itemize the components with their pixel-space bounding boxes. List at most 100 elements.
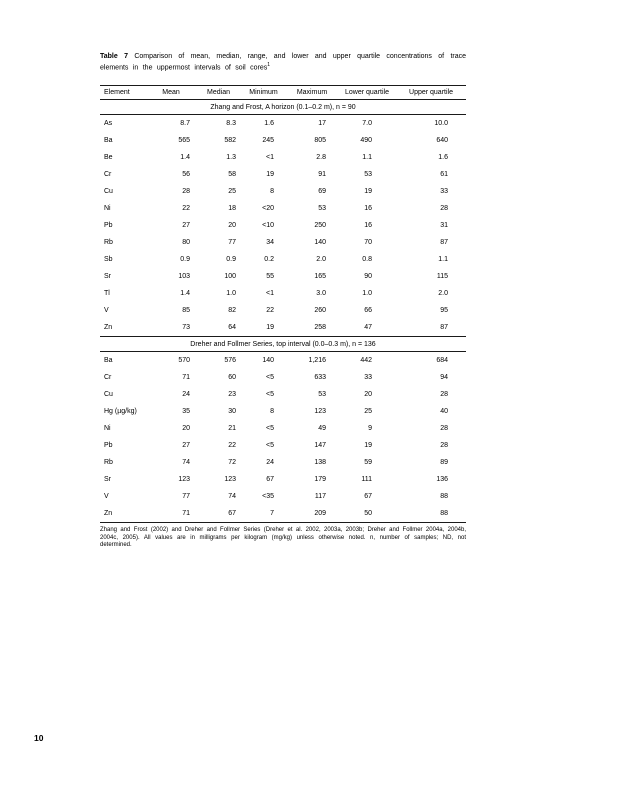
element-cell: Ni — [104, 205, 111, 213]
value-cell: 72 — [228, 459, 236, 467]
value-cell: 70 — [364, 239, 372, 247]
value-cell: 80 — [182, 239, 190, 247]
value-cell: 28 — [440, 425, 448, 433]
element-cell: Ba — [104, 357, 113, 365]
value-cell: 28 — [440, 391, 448, 399]
col-header-upper-quartile: Upper quartile — [396, 85, 466, 101]
value-cell: 17 — [318, 120, 326, 128]
value-cell: 74 — [182, 459, 190, 467]
value-cell: 56 — [182, 171, 190, 179]
value-cell: 95 — [440, 307, 448, 315]
value-cell: 61 — [440, 171, 448, 179]
table-row: Hg (µg/kg) 35 30 8 123 25 40 — [100, 403, 466, 420]
value-cell: 576 — [224, 357, 236, 365]
element-cell: Rb — [104, 459, 113, 467]
value-cell: 77 — [228, 239, 236, 247]
value-cell: 22 — [266, 307, 274, 315]
value-cell: 165 — [314, 273, 326, 281]
value-cell: 82 — [228, 307, 236, 315]
value-cell: 67 — [266, 476, 274, 484]
table-row: Cr 56 58 19 91 53 61 — [100, 166, 466, 183]
value-cell: 31 — [440, 222, 448, 230]
table-caption: Table 7 Comparison of mean, median, rang… — [100, 52, 466, 72]
value-cell: 10.0 — [434, 120, 448, 128]
table-row: Sr 123 123 67 179 111 136 — [100, 471, 466, 488]
table-row: Rb 80 77 34 140 70 87 — [100, 234, 466, 251]
col-header-lower-quartile: Lower quartile — [338, 85, 396, 101]
table-row: V 77 74 <35 117 67 88 — [100, 488, 466, 505]
value-cell: 20 — [182, 425, 190, 433]
element-cell: Zn — [104, 324, 113, 332]
table-row: Ni 20 21 <5 49 9 28 — [100, 420, 466, 437]
value-cell: 123 — [314, 408, 326, 416]
value-cell: 47 — [364, 324, 372, 332]
value-cell: 25 — [228, 188, 236, 196]
value-cell: 140 — [314, 239, 326, 247]
value-cell: 67 — [228, 510, 236, 518]
value-cell: 2.8 — [316, 154, 326, 162]
element-cell: Cu — [104, 188, 113, 196]
value-cell: 684 — [436, 357, 448, 365]
col-header-minimum: Minimum — [241, 85, 286, 101]
table-row: Tl 1.4 1.0 <1 3.0 1.0 2.0 — [100, 285, 466, 302]
value-cell: 582 — [224, 137, 236, 145]
value-cell: 40 — [440, 408, 448, 416]
value-cell: 1.1 — [438, 256, 448, 264]
element-cell: Zn — [104, 510, 113, 518]
value-cell: 8.3 — [226, 120, 236, 128]
value-cell: 490 — [360, 137, 372, 145]
value-cell: 33 — [440, 188, 448, 196]
table-row: V 85 82 22 260 66 95 — [100, 302, 466, 319]
value-cell: 87 — [440, 324, 448, 332]
value-cell: 633 — [314, 374, 326, 382]
value-cell: 53 — [364, 171, 372, 179]
value-cell: 250 — [314, 222, 326, 230]
table-row: Cu 24 23 <5 53 20 28 — [100, 386, 466, 403]
table-caption-text: Comparison of mean, median, range, and l… — [100, 53, 466, 72]
value-cell: 442 — [360, 357, 372, 365]
value-cell: 19 — [364, 188, 372, 196]
value-cell: 7 — [270, 510, 274, 518]
value-cell: 16 — [364, 222, 372, 230]
value-cell: 88 — [440, 510, 448, 518]
element-cell: Be — [104, 154, 113, 162]
value-cell: 18 — [228, 205, 236, 213]
element-cell: Sb — [104, 256, 113, 264]
value-cell: 245 — [262, 137, 274, 145]
value-cell: 73 — [182, 324, 190, 332]
value-cell: <5 — [266, 391, 274, 399]
section-title: Zhang and Frost, A horizon (0.1–0.2 m), … — [100, 99, 466, 116]
value-cell: 53 — [318, 205, 326, 213]
value-cell: 28 — [440, 442, 448, 450]
table-row: Zn 71 67 7 209 50 88 — [100, 505, 466, 523]
value-cell: 8.7 — [180, 120, 190, 128]
value-cell: 1.4 — [180, 290, 190, 298]
element-cell: Cr — [104, 374, 112, 382]
table-row: As 8.7 8.3 1.6 17 7.0 10.0 — [100, 115, 466, 133]
value-cell: 100 — [224, 273, 236, 281]
value-cell: 1.6 — [264, 120, 274, 128]
table-caption-label: Table 7 — [100, 53, 128, 60]
value-cell: 24 — [182, 391, 190, 399]
value-cell: 89 — [440, 459, 448, 467]
value-cell: 19 — [266, 171, 274, 179]
value-cell: 21 — [228, 425, 236, 433]
element-cell: Cu — [104, 391, 113, 399]
element-cell: Sr — [104, 273, 111, 281]
value-cell: 28 — [182, 188, 190, 196]
value-cell: 22 — [228, 442, 236, 450]
value-cell: 805 — [314, 137, 326, 145]
table-row: Rb 74 72 24 138 59 89 — [100, 454, 466, 471]
element-cell: Rb — [104, 239, 113, 247]
section-header-dreher-follmer: Dreher and Follmer Series, top interval … — [100, 336, 466, 353]
value-cell: 1.3 — [226, 154, 236, 162]
value-cell: 9 — [368, 425, 372, 433]
value-cell: 66 — [364, 307, 372, 315]
element-cell: Ba — [104, 137, 113, 145]
element-cell: Hg (µg/kg) — [104, 408, 137, 416]
value-cell: 147 — [314, 442, 326, 450]
value-cell: 2.0 — [438, 290, 448, 298]
value-cell: 138 — [314, 459, 326, 467]
value-cell: 8 — [270, 188, 274, 196]
